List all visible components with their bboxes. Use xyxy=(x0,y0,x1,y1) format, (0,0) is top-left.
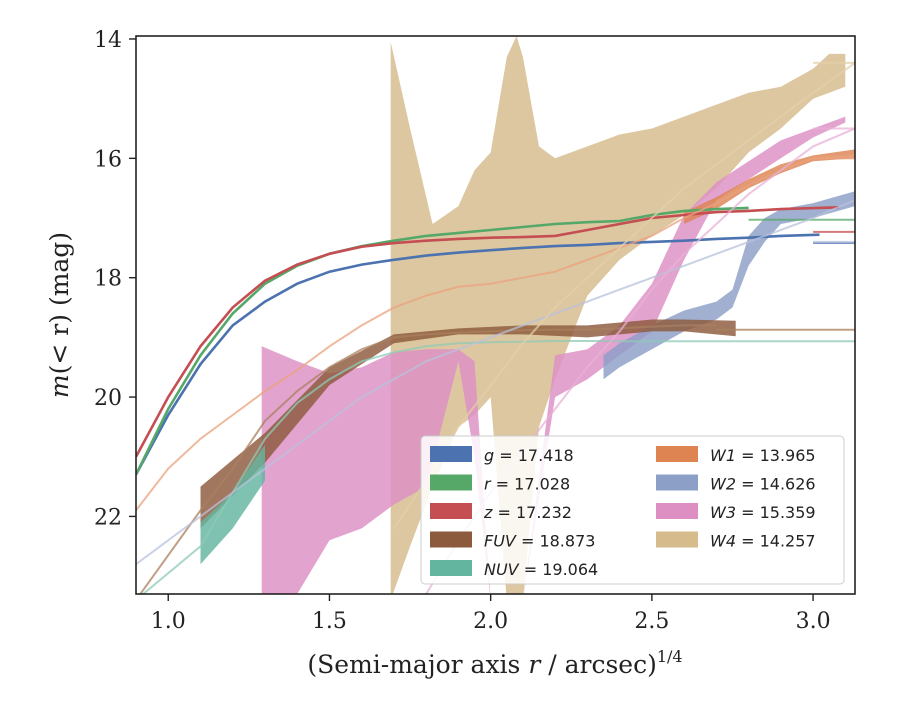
x-tick-label: 2.0 xyxy=(473,609,508,634)
legend-swatch-w3 xyxy=(656,503,698,519)
curve-z xyxy=(136,206,839,458)
curve-w1 xyxy=(136,154,855,512)
x-tick-label: 1.5 xyxy=(312,609,347,634)
legend-swatch-w4 xyxy=(656,531,698,548)
band-fuv xyxy=(200,319,736,529)
legend: g = 17.418 r = 17.028 z = 17.232 FUV = 18.8… xyxy=(420,435,845,585)
legend-swatch-nuv xyxy=(430,560,472,576)
curve-fuv xyxy=(139,324,717,594)
legend-entry-w4: W4 = 14.257 xyxy=(710,532,816,551)
curve-r xyxy=(136,206,749,476)
band-w2 xyxy=(603,191,855,380)
legend-entry-fuv: FUV = 18.873 xyxy=(484,532,595,551)
legend-entry-w2: W2 = 14.626 xyxy=(710,475,816,494)
y-axis-ticks: 14 16 18 20 22 xyxy=(94,28,136,530)
curve-w4 xyxy=(393,62,855,529)
model-curves xyxy=(613,61,855,343)
legend-entry-w1: W1 = 13.965 xyxy=(710,446,816,465)
plot-frame xyxy=(135,35,856,595)
y-tick-label: 22 xyxy=(94,505,122,530)
curve-nuv xyxy=(141,340,614,594)
y-tick-label: 18 xyxy=(94,267,122,292)
legend-entry-r: r = 17.028 xyxy=(484,475,570,494)
legend-swatch-w2 xyxy=(656,474,698,491)
y-axis-label: m(< r) (mag) xyxy=(45,232,74,398)
y-tick-label: 14 xyxy=(94,28,122,53)
legend-entry-g: g = 17.418 xyxy=(484,446,574,465)
legend-entry-w3: W3 = 15.359 xyxy=(710,503,816,522)
legend-entry-z: z = 17.232 xyxy=(483,503,572,522)
curve-w2 xyxy=(136,199,855,566)
legend-box xyxy=(420,435,845,585)
legend-swatch-g xyxy=(430,446,472,462)
x-tick-label: 3.0 xyxy=(796,609,831,634)
legend-entry-nuv: NUV = 19.064 xyxy=(484,560,598,579)
legend-swatch-fuv xyxy=(430,531,472,548)
y-tick-label: 20 xyxy=(94,386,122,411)
band-w3 xyxy=(261,116,846,594)
y-tick-label: 16 xyxy=(94,147,122,172)
data-curves xyxy=(136,62,855,594)
legend-swatch-w1 xyxy=(656,446,698,462)
legend-swatch-z xyxy=(430,503,472,519)
x-tick-label: 2.5 xyxy=(634,609,669,634)
x-tick-label: 1.0 xyxy=(151,609,186,634)
x-axis-ticks: 1.0 1.5 2.0 2.5 3.0 xyxy=(151,594,831,634)
legend-swatch-r xyxy=(430,474,472,491)
x-axis-label: (Semi-major axis r / arcsec)1/4 xyxy=(307,647,682,679)
band-nuv xyxy=(200,444,265,565)
